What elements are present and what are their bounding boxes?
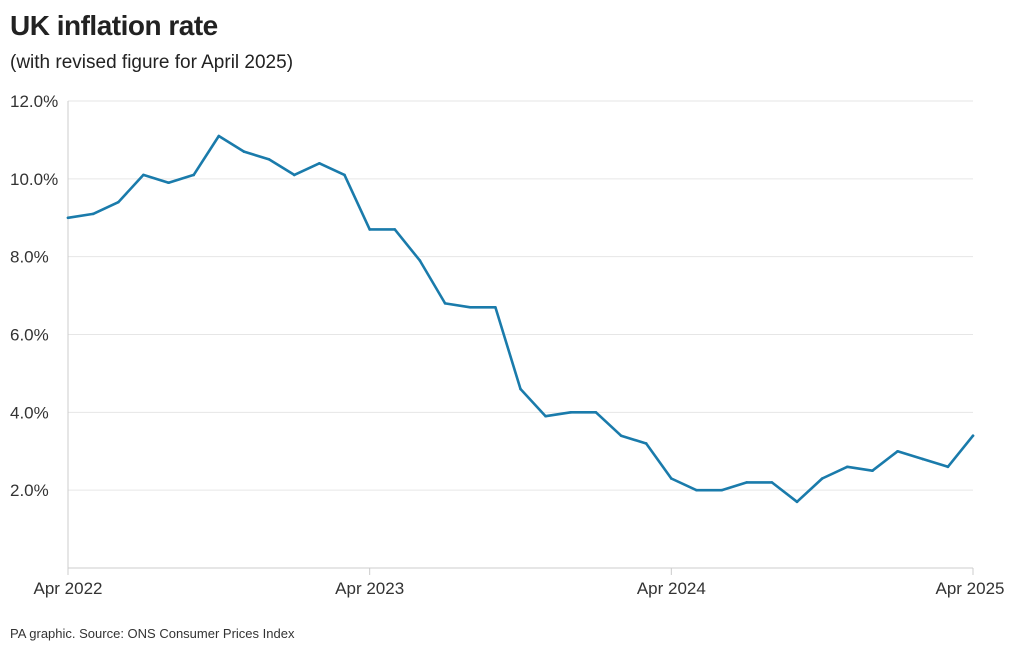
- series-line: [66, 134, 975, 504]
- x-tick-label: Apr 2022: [34, 579, 103, 598]
- data-point: [720, 488, 723, 492]
- data-point: [745, 481, 749, 484]
- source-note: PA graphic. Source: ONS Consumer Prices …: [10, 626, 295, 641]
- axes: [67, 101, 974, 575]
- data-point: [795, 500, 799, 504]
- data-point: [267, 158, 271, 161]
- tick-labels: 2.0% 4.0% 6.0% 8.0% 10.0% 12.0% Apr 2022 Apr 20…: [10, 92, 1005, 598]
- data-point: [292, 173, 296, 177]
- data-point: [896, 449, 899, 453]
- data-point: [921, 457, 925, 461]
- data-point: [443, 302, 447, 305]
- data-point: [946, 465, 950, 469]
- data-point: [670, 477, 673, 480]
- data-point: [569, 411, 573, 414]
- chart-subtitle: (with revised figure for April 2025): [10, 52, 294, 73]
- data-point: [519, 387, 522, 391]
- data-point: [167, 181, 170, 185]
- grid-lines: [68, 100, 973, 491]
- data-point: [971, 434, 975, 437]
- data-point: [770, 481, 774, 484]
- data-point: [594, 411, 598, 414]
- chart-title: UK inflation rate: [10, 10, 218, 41]
- data-point: [368, 228, 371, 231]
- data-point: [242, 150, 246, 153]
- y-tick-label: 4.0%: [10, 403, 49, 422]
- data-point: [871, 469, 874, 473]
- y-tick-label: 2.0%: [10, 481, 49, 500]
- data-point: [142, 173, 145, 177]
- x-tick-label: Apr 2024: [637, 579, 706, 598]
- data-point: [544, 414, 547, 418]
- y-tick-label: 6.0%: [10, 326, 49, 345]
- data-point: [494, 305, 497, 309]
- data-point: [644, 442, 648, 445]
- data-point: [318, 161, 321, 165]
- y-tick-label: 8.0%: [10, 248, 49, 267]
- data-point: [393, 228, 397, 231]
- data-point: [192, 173, 195, 177]
- data-point: [820, 477, 824, 480]
- data-point: [217, 134, 221, 138]
- data-point: [468, 305, 472, 309]
- data-point: [116, 200, 120, 204]
- data-point: [91, 212, 95, 216]
- data-point: [619, 434, 623, 437]
- series: [66, 134, 975, 504]
- y-tick-label: 12.0%: [10, 92, 58, 111]
- y-tick-label: 10.0%: [10, 170, 58, 189]
- data-point: [66, 216, 70, 220]
- data-point: [846, 465, 849, 469]
- data-point: [418, 259, 422, 262]
- x-tick-label: Apr 2025: [936, 579, 1005, 598]
- data-point: [695, 488, 698, 492]
- data-point: [343, 173, 346, 177]
- x-tick-label: Apr 2023: [335, 579, 404, 598]
